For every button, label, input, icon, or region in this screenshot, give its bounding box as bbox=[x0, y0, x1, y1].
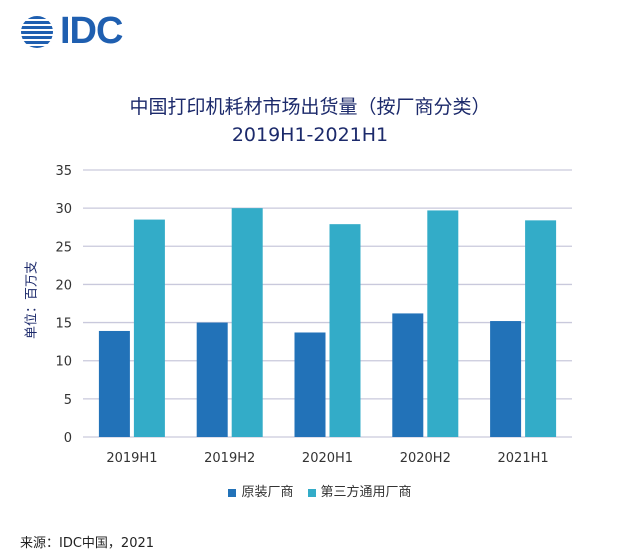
y-tick-label: 15 bbox=[55, 317, 72, 332]
x-tick-label: 2020H1 bbox=[302, 451, 353, 466]
bar-third-party bbox=[231, 208, 263, 437]
bar-original bbox=[392, 313, 424, 437]
bar-third-party bbox=[427, 210, 459, 437]
x-tick-label: 2019H1 bbox=[106, 451, 157, 466]
bar-third-party bbox=[133, 219, 165, 437]
y-tick-label: 0 bbox=[64, 431, 72, 446]
x-tick-label: 2019H2 bbox=[204, 451, 255, 466]
y-tick-label: 20 bbox=[55, 278, 72, 293]
y-tick-label: 25 bbox=[55, 240, 72, 255]
legend-item-third-party: 第三方通用厂商 bbox=[307, 481, 412, 500]
bar-original bbox=[490, 321, 522, 437]
y-tick-label: 10 bbox=[55, 355, 72, 370]
y-tick-label: 35 bbox=[55, 164, 72, 179]
legend: 原装厂商 第三方通用厂商 bbox=[0, 481, 640, 500]
legend-item-original: 原装厂商 bbox=[228, 481, 294, 500]
chart-title: 中国打印机耗材市场出货量（按厂商分类） bbox=[129, 96, 491, 118]
bar-original bbox=[98, 330, 130, 437]
legend-label: 第三方通用厂商 bbox=[320, 485, 412, 500]
idc-logo: IDC bbox=[20, 10, 123, 53]
y-tick-label: 5 bbox=[64, 393, 72, 408]
bar-third-party bbox=[329, 224, 361, 437]
bar-third-party bbox=[525, 220, 557, 437]
x-tick-label: 2020H2 bbox=[400, 451, 451, 466]
globe-icon bbox=[21, 15, 53, 48]
bar-original bbox=[196, 322, 228, 437]
x-tick-label: 2021H1 bbox=[498, 451, 549, 466]
chart-subtitle: 2019H1-2021H1 bbox=[231, 124, 389, 146]
legend-swatch bbox=[228, 488, 237, 497]
logo-text: IDC bbox=[60, 10, 123, 52]
legend-swatch bbox=[307, 488, 316, 497]
source-note: 来源：IDC中国，2021 bbox=[20, 536, 155, 551]
plot-area: 0 5 10 15 20 25 30 35 2019H1 2019H2 2020H1 2020H2 20… bbox=[55, 164, 572, 466]
y-tick-label: 30 bbox=[55, 202, 72, 217]
legend-label: 原装厂商 bbox=[241, 485, 294, 500]
bar-original bbox=[294, 332, 326, 437]
